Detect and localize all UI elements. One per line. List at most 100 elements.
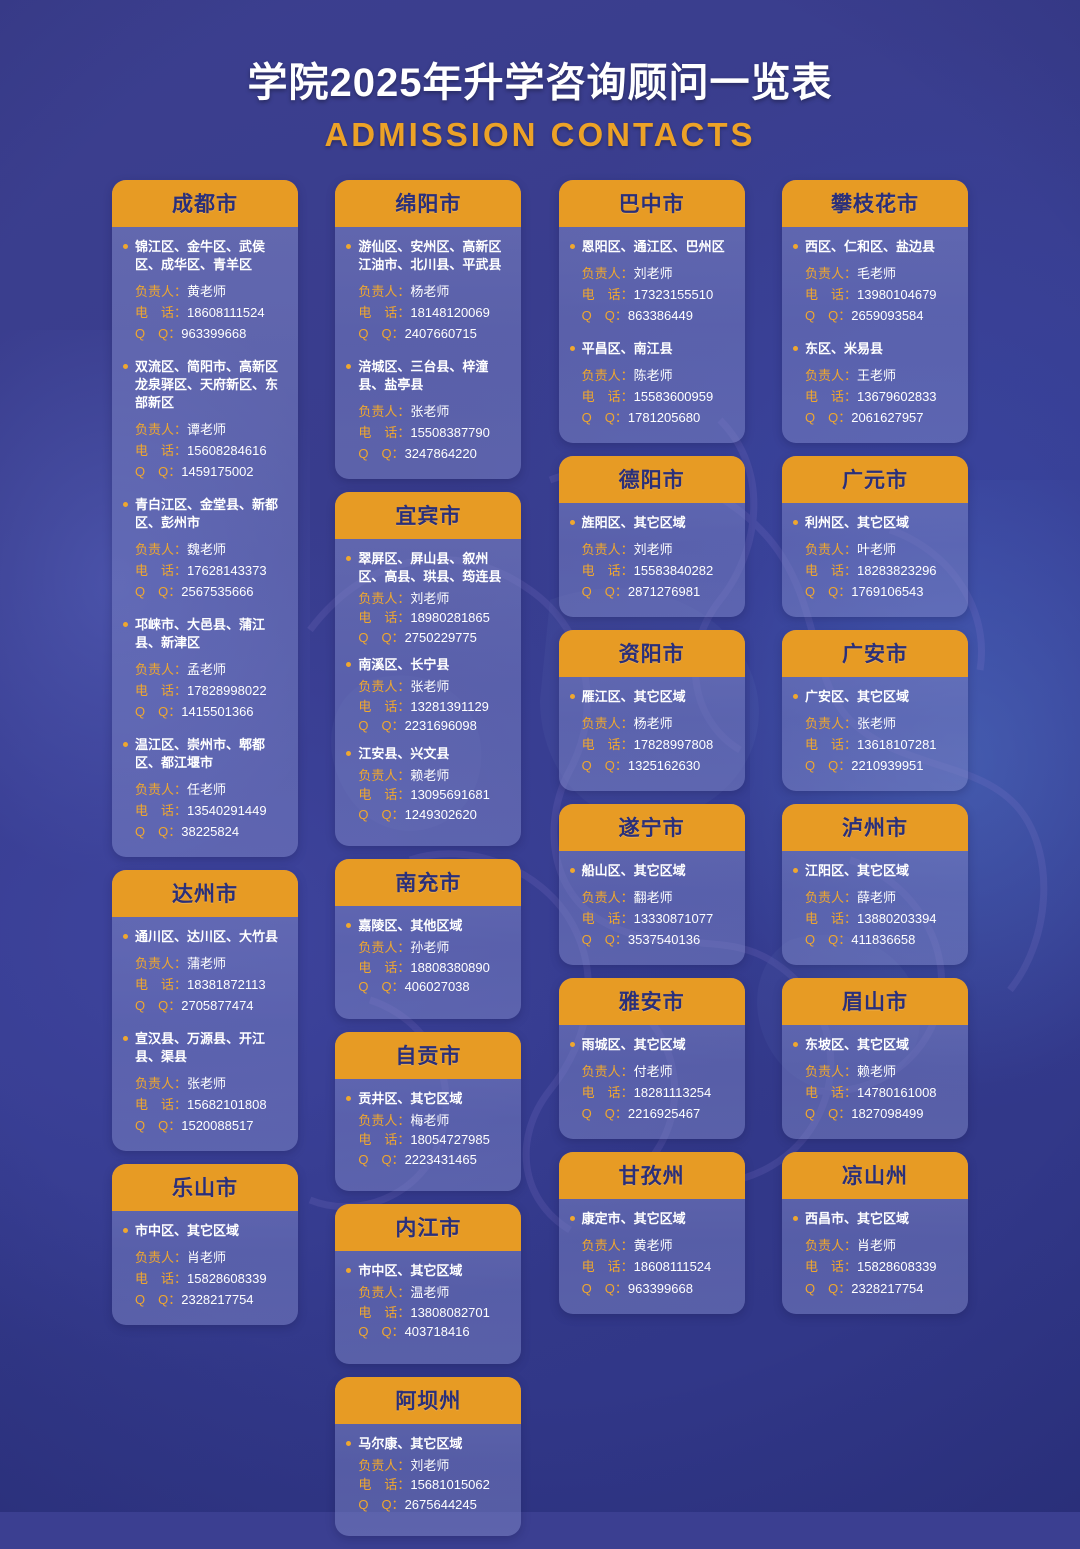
entry-owner-value[interactable]: 杨老师 [410, 283, 450, 299]
entry-owner-value[interactable]: 刘老师 [633, 265, 673, 281]
entry-owner-value[interactable]: 翻老师 [633, 890, 673, 906]
entry-qq-value[interactable]: 1769106543 [851, 584, 924, 600]
entry-qq-value[interactable]: 1459175002 [181, 463, 254, 479]
entry-phone-value[interactable]: 15828608339 [857, 1259, 937, 1275]
entry-phone-value[interactable]: 13679602833 [857, 389, 937, 405]
city-card[interactable]: 巴中市 恩阳区、通江区、巴州区 负责人： 刘老师电 话： 17323155510 Q Q：… [558, 180, 745, 444]
entry-phone-value[interactable]: 15608284616 [187, 442, 267, 458]
entry-owner-value[interactable]: 温老师 [410, 1285, 450, 1301]
entry-phone-value[interactable]: 13980104679 [857, 286, 937, 302]
city-card[interactable]: 内江市 市中区、其它区域 负责人： 温老师电 话： 13808082701 Q Q： 403… [335, 1204, 522, 1364]
entry-qq-value[interactable]: 2675644245 [404, 1496, 477, 1512]
city-card[interactable]: 资阳市 雁江区、其它区域 负责人： 杨老师电 话： 17828997808 Q Q： 132… [558, 630, 745, 792]
entry-phone-value[interactable]: 18054727985 [410, 1132, 490, 1148]
entry-phone-value[interactable]: 15583840282 [633, 563, 714, 579]
entry-qq-value[interactable]: 38225824 [181, 823, 240, 839]
city-card[interactable]: 宜宾市 翠屏区、屏山县、叙州区、高县、珙县、筠连县 负责人： 刘老师电 话： 18980… [335, 492, 522, 847]
entry-qq-value[interactable]: 1520088517 [181, 1118, 254, 1134]
city-card[interactable]: 自贡市 贡井区、其它区域 负责人： 梅老师电 话： 18054727985 Q Q： 222… [335, 1031, 522, 1192]
entry-phone-value[interactable]: 15828608339 [187, 1271, 267, 1287]
entry-owner-value[interactable]: 刘老师 [410, 590, 450, 606]
entry-owner-value[interactable]: 梅老师 [410, 1112, 450, 1128]
entry-owner-value[interactable]: 刘老师 [633, 542, 673, 558]
entry-qq-value[interactable]: 3247864220 [404, 445, 477, 461]
city-card[interactable]: 广安市 广安区、其它区域 负责人： 张老师电 话： 13618107281 Q Q： 221… [781, 630, 968, 792]
city-card[interactable]: 甘孜州 康定市、其它区域 负责人： 黄老师电 话： 18608111524 Q Q： 963… [558, 1152, 745, 1314]
city-card[interactable]: 南充市 嘉陵区、其他区域 负责人： 孙老师电 话： 18808380890 Q Q： 406… [335, 859, 522, 1019]
entry-owner-value[interactable]: 蒲老师 [187, 955, 227, 971]
entry-owner-value[interactable]: 任老师 [187, 781, 227, 797]
entry-phone-value[interactable]: 18381872113 [187, 977, 266, 992]
entry-phone-value[interactable]: 13281391129 [410, 698, 489, 714]
entry-qq-value[interactable]: 863386449 [627, 308, 693, 324]
entry-owner-value[interactable]: 孙老师 [410, 940, 450, 956]
entry-qq-value[interactable]: 403718416 [404, 1324, 470, 1340]
entry-owner-value[interactable]: 赖老师 [410, 767, 450, 783]
entry-phone-value[interactable]: 17628143373 [187, 562, 267, 578]
entry-qq-value[interactable]: 2567535666 [181, 583, 254, 599]
entry-phone-value[interactable]: 18281113254 [633, 1085, 712, 1101]
entry-phone-value[interactable]: 15681015062 [410, 1477, 490, 1493]
entry-phone-value[interactable]: 13540291449 [187, 802, 267, 818]
city-card[interactable]: 泸州市 江阳区、其它区域 负责人： 薛老师电 话： 13880203394 Q Q： 411… [781, 804, 968, 966]
entry-phone-value[interactable]: 13808082701 [410, 1304, 490, 1320]
entry-qq-value[interactable]: 2659093584 [851, 308, 924, 324]
entry-qq-value[interactable]: 2871276981 [627, 584, 701, 600]
entry-owner-value[interactable]: 刘老师 [410, 1457, 450, 1473]
city-card[interactable]: 攀枝花市 西区、仁和区、盐边县 负责人： 毛老师电 话： 13980104679 Q Q：… [781, 180, 968, 444]
entry-phone-value[interactable]: 18148120069 [410, 304, 490, 320]
entry-owner-value[interactable]: 谭老师 [187, 421, 227, 437]
entry-phone-value[interactable]: 18608111524 [633, 1259, 712, 1275]
city-card[interactable]: 遂宁市 船山区、其它区域 负责人： 翻老师电 话： 13330871077 Q Q： 353… [558, 804, 745, 966]
entry-qq-value[interactable]: 2328217754 [181, 1292, 254, 1308]
entry-qq-value[interactable]: 2407660715 [404, 325, 477, 341]
entry-owner-value[interactable]: 黄老师 [633, 1238, 673, 1254]
entry-phone-value[interactable]: 18608111524 [187, 304, 265, 320]
entry-phone-value[interactable]: 15583600959 [633, 389, 714, 405]
entry-qq-value[interactable]: 2750229775 [404, 629, 477, 645]
entry-owner-value[interactable]: 赖老师 [857, 1064, 897, 1080]
entry-qq-value[interactable]: 1827098499 [851, 1106, 924, 1122]
entry-qq-value[interactable]: 1249302620 [404, 806, 477, 822]
entry-qq-value[interactable]: 3537540136 [627, 932, 701, 948]
entry-owner-value[interactable]: 张老师 [187, 1075, 227, 1091]
entry-phone-value[interactable]: 13880203394 [857, 911, 937, 927]
entry-qq-value[interactable]: 963399668 [627, 1280, 693, 1296]
entry-owner-value[interactable]: 张老师 [857, 716, 897, 732]
entry-qq-value[interactable]: 963399668 [181, 325, 247, 341]
entry-qq-value[interactable]: 2223431465 [404, 1151, 477, 1167]
entry-owner-value[interactable]: 陈老师 [633, 368, 673, 384]
entry-owner-value[interactable]: 魏老师 [187, 541, 227, 557]
entry-owner-value[interactable]: 黄老师 [187, 283, 227, 299]
entry-qq-value[interactable]: 2210939951 [851, 758, 924, 774]
entry-qq-value[interactable]: 2216925467 [627, 1106, 701, 1122]
entry-owner-value[interactable]: 付老师 [633, 1064, 673, 1080]
entry-owner-value[interactable]: 毛老师 [857, 265, 897, 281]
entry-owner-value[interactable]: 孟老师 [187, 661, 227, 677]
city-card[interactable]: 达州市 通川区、达川区、大竹县 负责人： 蒲老师电 话： 18381872113 Q Q：… [112, 870, 298, 1152]
entry-phone-value[interactable]: 18283823296 [857, 563, 937, 579]
entry-phone-value[interactable]: 17828998022 [187, 682, 267, 698]
entry-owner-value[interactable]: 肖老师 [857, 1238, 897, 1254]
entry-owner-value[interactable]: 肖老师 [187, 1250, 227, 1266]
entry-phone-value[interactable]: 13618107281 [857, 737, 937, 753]
entry-phone-value[interactable]: 17323155510 [633, 286, 714, 302]
entry-owner-value[interactable]: 杨老师 [633, 716, 673, 732]
entry-qq-value[interactable]: 406027038 [404, 979, 470, 995]
entry-phone-value[interactable]: 13330871077 [633, 911, 714, 927]
entry-owner-value[interactable]: 张老师 [410, 679, 450, 695]
entry-phone-value[interactable]: 15508387790 [410, 424, 490, 440]
city-card[interactable]: 绵阳市 游仙区、安州区、高新区江油市、北川县、平武县 负责人： 杨老师电 话： 1814… [335, 180, 522, 480]
city-card[interactable]: 眉山市 东坡区、其它区域 负责人： 赖老师电 话： 14780161008 Q Q： 182… [781, 978, 968, 1140]
city-card[interactable]: 凉山州 西昌市、其它区域 负责人： 肖老师电 话： 15828608339 Q Q： 232… [781, 1152, 968, 1314]
entry-phone-value[interactable]: 15682101808 [187, 1097, 267, 1113]
entry-qq-value[interactable]: 411836658 [851, 932, 916, 948]
entry-owner-value[interactable]: 张老师 [410, 403, 450, 419]
entry-qq-value[interactable]: 2061627957 [851, 410, 924, 426]
entry-qq-value[interactable]: 2231696098 [404, 718, 477, 734]
entry-qq-value[interactable]: 1781205680 [627, 410, 701, 426]
entry-qq-value[interactable]: 1325162630 [627, 758, 701, 774]
entry-qq-value[interactable]: 2328217754 [851, 1280, 924, 1296]
city-card[interactable]: 成都市 锦江区、金牛区、武侯区、成华区、青羊区 负责人： 黄老师电 话： 1860811… [112, 180, 298, 858]
entry-owner-value[interactable]: 薛老师 [857, 890, 897, 906]
